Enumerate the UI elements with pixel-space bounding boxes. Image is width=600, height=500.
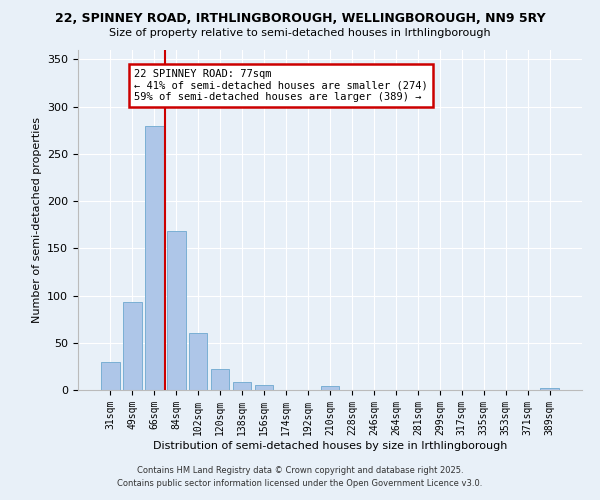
- Bar: [320, 386, 340, 390]
- Text: Contains HM Land Registry data © Crown copyright and database right 2025.
Contai: Contains HM Land Registry data © Crown c…: [118, 466, 482, 487]
- Text: 22 SPINNEY ROAD: 77sqm
← 41% of semi-detached houses are smaller (274)
59% of se: 22 SPINNEY ROAD: 77sqm ← 41% of semi-det…: [134, 69, 428, 102]
- Bar: [167, 232, 185, 390]
- Bar: [189, 334, 208, 390]
- Text: 22, SPINNEY ROAD, IRTHLINGBOROUGH, WELLINGBOROUGH, NN9 5RY: 22, SPINNEY ROAD, IRTHLINGBOROUGH, WELLI…: [55, 12, 545, 26]
- Bar: [101, 362, 119, 390]
- Bar: [255, 386, 274, 390]
- Bar: [123, 302, 142, 390]
- Text: Size of property relative to semi-detached houses in Irthlingborough: Size of property relative to semi-detach…: [109, 28, 491, 38]
- X-axis label: Distribution of semi-detached houses by size in Irthlingborough: Distribution of semi-detached houses by …: [153, 440, 507, 450]
- Bar: [145, 126, 164, 390]
- Bar: [211, 369, 229, 390]
- Y-axis label: Number of semi-detached properties: Number of semi-detached properties: [32, 117, 41, 323]
- Bar: [541, 388, 559, 390]
- Bar: [233, 382, 251, 390]
